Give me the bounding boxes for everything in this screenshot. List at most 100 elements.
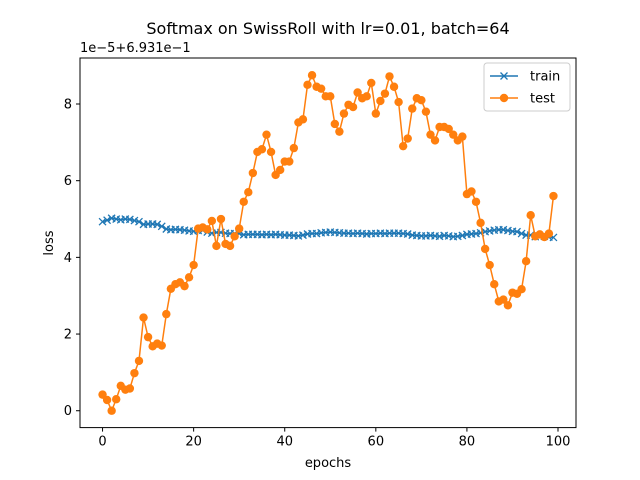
test-point: [307, 71, 317, 80]
test-point: [371, 109, 381, 118]
series-test: [98, 71, 558, 415]
x-tick-label: 80: [459, 435, 476, 450]
train-line: [102, 217, 554, 239]
test-point: [549, 191, 558, 201]
test-point: [521, 257, 531, 266]
test-point: [239, 197, 248, 206]
train-point: [513, 227, 521, 236]
test-point: [244, 187, 253, 197]
chart-title: Softmax on SwissRoll with lr=0.01, batch…: [146, 19, 509, 38]
test-point: [216, 214, 226, 224]
train-point: [103, 216, 112, 225]
test-point: [285, 157, 294, 166]
x-tick-label: 60: [368, 435, 385, 450]
test-point: [467, 187, 476, 196]
test-point: [130, 368, 139, 378]
test-point: [503, 301, 513, 310]
test-point: [248, 168, 258, 178]
y-axis-label: loss: [42, 230, 57, 255]
test-point: [380, 89, 390, 98]
plot-area: [98, 71, 558, 415]
axes-frame: [79, 57, 577, 429]
test-point: [212, 241, 221, 251]
test-point: [157, 341, 166, 350]
test-point: [376, 96, 385, 106]
test-point: [112, 395, 121, 404]
test-point: [526, 210, 535, 220]
test-point: [449, 130, 458, 139]
y-offset-label: 1e−5+6.931e−1: [80, 41, 191, 56]
train-point: [153, 220, 162, 229]
test-point: [421, 107, 431, 116]
x-tick-label: 40: [276, 435, 293, 450]
test-point: [234, 224, 244, 233]
test-point: [544, 229, 554, 238]
y-tick-label: 8: [64, 98, 72, 113]
test-point: [303, 80, 312, 90]
test-point: [330, 119, 340, 129]
y-tick-label: 2: [64, 328, 72, 343]
test-point: [207, 216, 217, 226]
test-point: [403, 134, 412, 143]
train-point: [458, 231, 467, 240]
test-point: [348, 102, 358, 112]
train-point: [403, 230, 412, 238]
test-point: [225, 241, 235, 251]
test-point: [162, 309, 171, 319]
train-point: [157, 222, 166, 231]
test-point: [326, 92, 335, 101]
test-point: [389, 82, 399, 91]
train-point: [125, 215, 134, 224]
test-point: [203, 225, 212, 234]
train-point: [517, 229, 526, 238]
test-point: [385, 72, 394, 81]
test-point: [444, 124, 453, 134]
test-point: [517, 284, 526, 294]
test-point: [289, 143, 299, 153]
test-point: [143, 332, 153, 342]
x-tick-label: 20: [185, 435, 202, 450]
y-tick-label: 0: [64, 404, 72, 419]
test-point: [134, 356, 144, 366]
x-axis-label: epochs: [305, 456, 352, 471]
test-point: [353, 88, 362, 97]
test-point: [485, 260, 494, 270]
legend-marker: [500, 72, 508, 80]
test-point: [266, 147, 276, 157]
test-point: [298, 115, 308, 124]
test-point: [408, 104, 417, 113]
train-point: [135, 217, 143, 226]
test-point: [476, 218, 485, 228]
test-point: [398, 141, 408, 151]
test-point: [102, 395, 112, 405]
test-point: [125, 384, 135, 393]
test-point: [262, 130, 271, 139]
test-point: [139, 313, 148, 322]
test-point: [230, 232, 239, 241]
test-point: [189, 260, 198, 270]
test-point: [458, 132, 467, 141]
test-point: [490, 280, 499, 289]
test-point: [394, 97, 403, 107]
test-point: [417, 95, 426, 105]
test-point: [480, 244, 490, 254]
test-point: [339, 109, 349, 118]
test-point: [316, 84, 326, 93]
train-point: [98, 217, 107, 226]
train-point: [130, 216, 139, 225]
y-tick-label: 6: [64, 174, 72, 189]
train-point: [298, 231, 307, 240]
test-point: [180, 281, 189, 291]
x-axis: 0 20 40 60 80 100: [98, 427, 571, 450]
test-point: [430, 136, 440, 145]
test-point: [107, 406, 116, 415]
legend-marker: [499, 93, 509, 103]
test-point: [426, 130, 435, 139]
test-point: [257, 145, 267, 154]
legend-item-test: test: [490, 92, 555, 107]
legend-label: test: [530, 92, 555, 107]
x-tick-label: 0: [98, 435, 106, 450]
test-point: [367, 78, 376, 88]
x-tick-label: 100: [546, 435, 571, 450]
